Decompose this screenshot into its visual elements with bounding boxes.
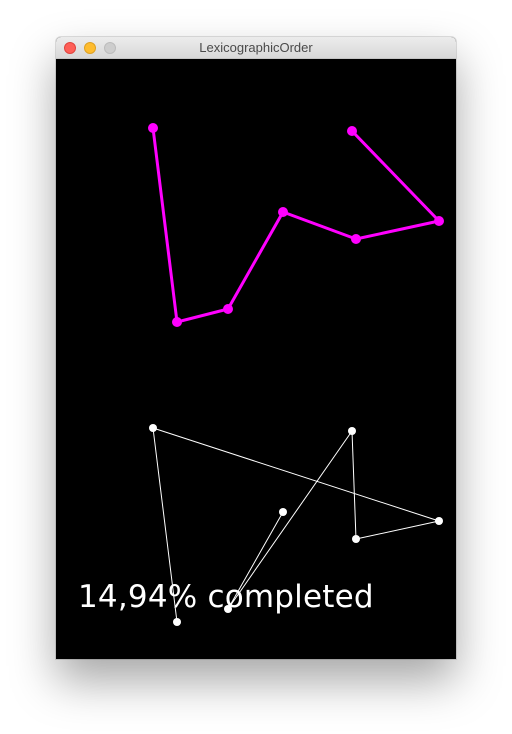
current-city-point: [348, 427, 356, 435]
progress-label: 14,94% completed: [78, 579, 374, 615]
best-city-point: [434, 216, 444, 226]
current-city-point: [224, 605, 232, 613]
current-city-point: [149, 424, 157, 432]
minimize-button[interactable]: [84, 42, 96, 54]
best-city-point: [347, 126, 357, 136]
current-route: [149, 424, 443, 626]
best-route: [148, 123, 444, 327]
current-city-point: [352, 535, 360, 543]
app-window: LexicographicOrder 14,94% completed: [56, 37, 456, 659]
close-button[interactable]: [64, 42, 76, 54]
best-city-point: [148, 123, 158, 133]
best-route-path: [151, 127, 441, 324]
best-city-point: [223, 304, 233, 314]
title-bar[interactable]: LexicographicOrder: [56, 37, 456, 59]
zoom-button[interactable]: [104, 42, 116, 54]
best-city-point: [278, 207, 288, 217]
current-city-point: [173, 618, 181, 626]
current-city-point: [279, 508, 287, 516]
best-city-point: [351, 234, 361, 244]
window-title: LexicographicOrder: [199, 40, 313, 55]
best-city-point: [172, 317, 182, 327]
sketch-canvas: 14,94% completed: [56, 59, 456, 659]
route-visualization: [148, 123, 444, 626]
current-city-point: [435, 517, 443, 525]
